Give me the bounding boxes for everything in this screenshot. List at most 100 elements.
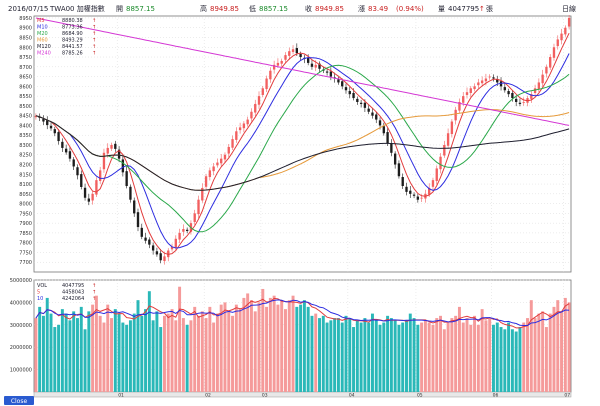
candle-body xyxy=(83,187,87,198)
price-tick-label: 8900 xyxy=(19,26,32,32)
candle-body xyxy=(99,170,102,181)
volume-bar xyxy=(499,327,503,392)
ma-legend-value: 8684.90 xyxy=(62,31,83,37)
volume-bar xyxy=(359,322,363,392)
candle-body xyxy=(216,162,219,166)
candle-body xyxy=(265,78,268,90)
volume-legend-value: 4242064 xyxy=(62,296,84,302)
candle-body xyxy=(269,70,272,80)
month-tick-label: 05 xyxy=(417,393,423,399)
volume-arrow: ↑ xyxy=(479,5,485,13)
candle-body xyxy=(390,143,393,153)
candle-body xyxy=(148,239,151,245)
close-button[interactable]: Close xyxy=(4,396,34,405)
candle-body xyxy=(352,92,355,99)
volume-bar xyxy=(541,311,545,392)
ma-line-120 xyxy=(35,115,570,191)
volume-bar xyxy=(72,311,76,392)
volume-bar xyxy=(412,318,416,392)
ma-legend-arrow: ↑ xyxy=(92,51,96,57)
quote-date: 2016/07/15 xyxy=(8,5,48,13)
volume-bar xyxy=(344,315,348,392)
candle-body xyxy=(325,71,329,73)
candle-body xyxy=(163,256,166,262)
candle-body xyxy=(144,237,147,241)
price-tick-label: 8150 xyxy=(19,172,32,178)
candle-body xyxy=(484,78,488,82)
volume-bar xyxy=(318,318,321,392)
candle-body xyxy=(307,57,310,63)
volume-tick-label: 5000000 xyxy=(10,278,32,284)
candle-body xyxy=(344,87,348,91)
candle-body xyxy=(291,49,295,52)
volume-bar xyxy=(166,313,170,392)
volume-bar xyxy=(503,329,507,392)
volume-bar xyxy=(64,313,68,392)
candle-body xyxy=(227,146,230,154)
candle-body xyxy=(208,170,212,178)
volume-bar xyxy=(329,320,333,392)
ma-legend-arrow: ↑ xyxy=(92,31,96,37)
candle-body xyxy=(567,17,571,27)
volume-bar xyxy=(117,313,121,392)
volume-bar xyxy=(321,315,325,392)
volume-bar xyxy=(185,324,189,392)
ma-legend: M5 8880.38 ↑ M10 8773.36 ↑ M20 8684.90 ↑ M60 8493.… xyxy=(37,18,96,57)
candle-body xyxy=(522,101,525,103)
volume-bar xyxy=(423,320,427,392)
volume-bar xyxy=(401,322,405,392)
volume-bar xyxy=(495,322,499,392)
volume-bar xyxy=(234,304,238,392)
candle-body xyxy=(121,159,125,173)
candle-body xyxy=(284,55,287,60)
volume-bar xyxy=(367,322,371,392)
volume-bar xyxy=(450,318,454,392)
candle-body xyxy=(514,98,518,102)
volume-legend-label: 10 xyxy=(37,296,43,302)
volume-bar xyxy=(34,318,38,392)
volume-bar xyxy=(219,304,223,392)
month-tick-label: 02 xyxy=(205,393,211,399)
candle-body xyxy=(409,190,412,194)
volume-bar xyxy=(212,322,216,392)
candle-body xyxy=(174,238,177,248)
candle-body xyxy=(469,88,472,93)
low-value: 8857.15 xyxy=(259,5,288,13)
candle-body xyxy=(348,91,351,95)
ma-legend-value: 8785.26 xyxy=(62,51,83,57)
volume-bar xyxy=(488,318,492,392)
volume-bar xyxy=(102,322,106,392)
volume-bar xyxy=(253,311,257,392)
volume-bar xyxy=(147,291,151,392)
volume-bar xyxy=(397,324,401,392)
volume-bar xyxy=(333,318,337,392)
candle-body xyxy=(76,167,79,176)
volume-bar xyxy=(556,300,560,392)
volume-bar xyxy=(336,318,340,392)
ma-line-240 xyxy=(35,17,570,126)
candle-body xyxy=(125,171,128,187)
candle-body xyxy=(288,51,291,56)
month-tick-label: 06 xyxy=(493,393,499,399)
candle-body xyxy=(295,48,298,54)
volume-bar xyxy=(287,300,291,392)
volume-bar xyxy=(480,309,484,392)
ma-legend-label: M120 xyxy=(37,44,51,50)
volume-bar xyxy=(461,322,465,392)
ma-line-10 xyxy=(35,53,570,249)
change-label: 漲 xyxy=(358,4,365,13)
candle-body xyxy=(454,109,457,121)
ma-legend-arrow: ↑ xyxy=(92,44,96,50)
volume-bar xyxy=(454,315,458,392)
volume-bar xyxy=(431,324,435,392)
candle-body xyxy=(257,96,261,105)
close-button-label: Close xyxy=(11,398,28,405)
volume-bar xyxy=(144,309,148,392)
candle-body xyxy=(110,144,113,149)
volume-bar xyxy=(439,315,443,392)
volume-bar xyxy=(181,318,185,392)
volume-bar xyxy=(79,306,83,392)
candle-body xyxy=(102,152,106,170)
candle-body xyxy=(496,79,499,83)
price-tick-label: 7700 xyxy=(19,260,32,266)
